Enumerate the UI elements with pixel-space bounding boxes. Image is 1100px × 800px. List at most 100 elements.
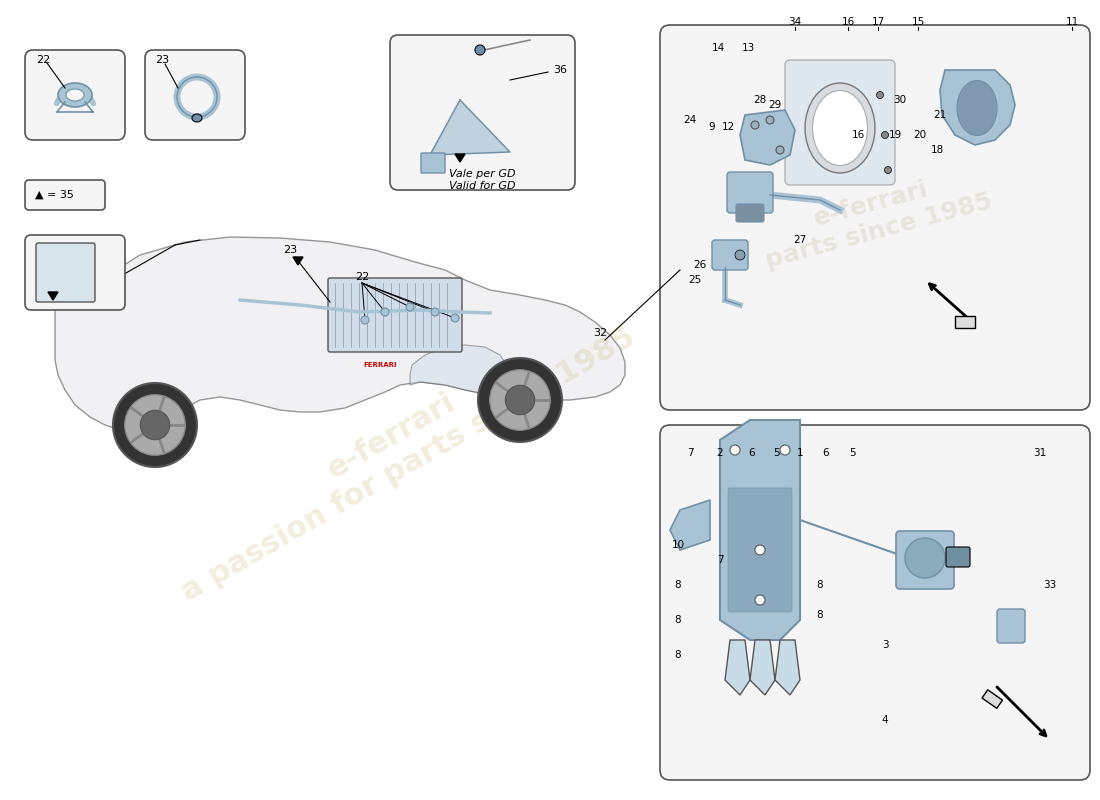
Polygon shape [740, 110, 795, 165]
FancyBboxPatch shape [727, 172, 773, 213]
Circle shape [141, 410, 169, 440]
FancyBboxPatch shape [946, 547, 970, 567]
Text: 8: 8 [674, 580, 681, 590]
FancyBboxPatch shape [736, 204, 764, 222]
Text: 5: 5 [849, 448, 856, 458]
Text: 26: 26 [693, 260, 706, 270]
Circle shape [877, 91, 883, 98]
Polygon shape [48, 292, 58, 300]
Text: 22: 22 [355, 272, 370, 282]
Text: 34: 34 [789, 17, 802, 27]
Text: 33: 33 [1044, 580, 1057, 590]
Text: 22: 22 [36, 55, 51, 65]
Bar [982, 690, 1002, 708]
FancyBboxPatch shape [712, 240, 748, 270]
FancyBboxPatch shape [25, 180, 104, 210]
Circle shape [766, 116, 774, 124]
Polygon shape [776, 640, 800, 695]
Polygon shape [55, 237, 625, 432]
Text: 23: 23 [283, 245, 297, 255]
FancyBboxPatch shape [145, 50, 245, 140]
Circle shape [113, 383, 197, 467]
Ellipse shape [66, 89, 84, 101]
Text: 16: 16 [851, 130, 865, 140]
Text: Valid for GD: Valid for GD [449, 181, 515, 191]
Circle shape [505, 386, 535, 414]
FancyBboxPatch shape [660, 25, 1090, 410]
Circle shape [884, 166, 891, 174]
Bar [955, 316, 975, 328]
Text: 8: 8 [674, 650, 681, 660]
FancyBboxPatch shape [896, 531, 954, 589]
Ellipse shape [813, 90, 868, 166]
Text: 6: 6 [823, 448, 829, 458]
Circle shape [730, 445, 740, 455]
FancyBboxPatch shape [997, 609, 1025, 643]
Text: 1: 1 [796, 448, 803, 458]
Circle shape [776, 146, 784, 154]
Text: 12: 12 [722, 122, 735, 132]
Polygon shape [430, 100, 510, 155]
Text: 24: 24 [683, 115, 696, 125]
Circle shape [490, 370, 550, 430]
FancyBboxPatch shape [25, 235, 125, 310]
Ellipse shape [957, 81, 997, 135]
Circle shape [431, 308, 439, 316]
Polygon shape [293, 257, 303, 265]
Text: 7: 7 [717, 555, 724, 565]
Text: 23: 23 [155, 55, 169, 65]
Text: 4: 4 [882, 715, 889, 725]
FancyBboxPatch shape [328, 278, 462, 352]
Text: 31: 31 [1033, 448, 1046, 458]
Text: 36: 36 [553, 65, 566, 75]
FancyBboxPatch shape [728, 488, 792, 612]
Text: 30: 30 [893, 95, 906, 105]
Polygon shape [455, 154, 465, 162]
Circle shape [381, 308, 389, 316]
Text: 15: 15 [912, 17, 925, 27]
FancyArrowPatch shape [57, 98, 59, 103]
Text: 8: 8 [816, 580, 823, 590]
Circle shape [881, 131, 889, 138]
Text: 8: 8 [816, 610, 823, 620]
Text: ▲ = 35: ▲ = 35 [35, 190, 74, 200]
Text: 21: 21 [934, 110, 947, 120]
Circle shape [451, 314, 459, 322]
FancyBboxPatch shape [390, 35, 575, 190]
Circle shape [478, 358, 562, 442]
Ellipse shape [192, 114, 202, 122]
Text: FERRARI: FERRARI [363, 362, 397, 368]
Circle shape [735, 250, 745, 260]
Text: 16: 16 [842, 17, 855, 27]
Circle shape [755, 545, 764, 555]
Circle shape [406, 303, 414, 311]
Circle shape [755, 595, 764, 605]
Text: 20: 20 [913, 130, 926, 140]
Text: e-ferrari
parts since 1985: e-ferrari parts since 1985 [756, 162, 994, 273]
Text: 7: 7 [686, 448, 693, 458]
Text: 10: 10 [671, 540, 684, 550]
Text: 19: 19 [889, 130, 902, 140]
Text: 3: 3 [882, 640, 889, 650]
FancyBboxPatch shape [25, 50, 125, 140]
Ellipse shape [805, 83, 874, 173]
Text: 11: 11 [1066, 17, 1079, 27]
Text: 8: 8 [674, 615, 681, 625]
Text: 9: 9 [708, 122, 715, 132]
FancyArrowPatch shape [90, 98, 94, 103]
FancyBboxPatch shape [660, 425, 1090, 780]
Text: Vale per GD: Vale per GD [449, 169, 515, 179]
FancyBboxPatch shape [785, 60, 895, 185]
Polygon shape [670, 500, 710, 550]
Text: 13: 13 [741, 43, 755, 53]
Polygon shape [410, 345, 510, 398]
Text: 2: 2 [717, 448, 724, 458]
Circle shape [361, 316, 368, 324]
Text: 6: 6 [749, 448, 756, 458]
Text: 18: 18 [931, 145, 944, 155]
Circle shape [124, 394, 185, 455]
Circle shape [905, 538, 945, 578]
Polygon shape [940, 70, 1015, 145]
Polygon shape [720, 420, 800, 640]
Circle shape [780, 445, 790, 455]
